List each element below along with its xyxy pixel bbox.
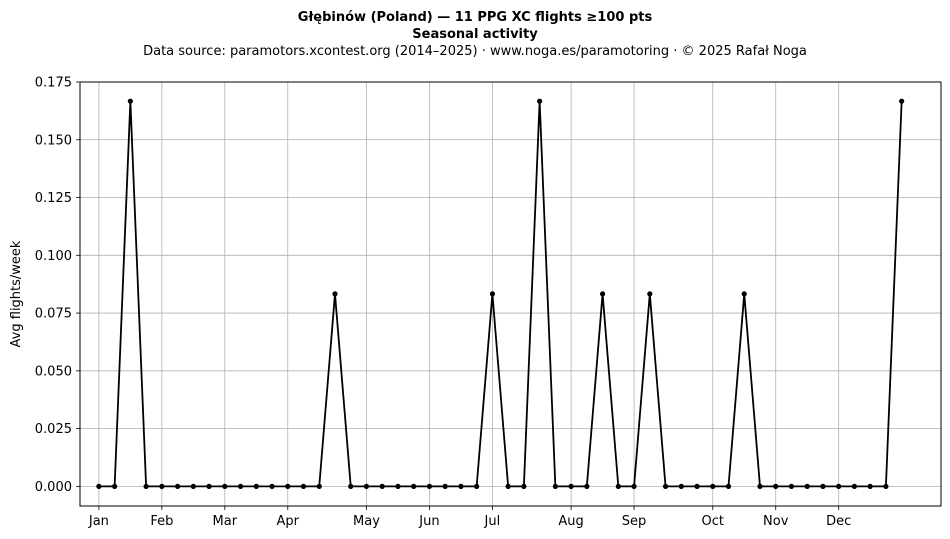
data-point xyxy=(773,483,779,489)
x-tick-label: Jan xyxy=(88,514,109,529)
y-tick-label: 0.125 xyxy=(35,191,72,206)
series-layer xyxy=(96,98,905,489)
chart-title-line2: Seasonal activity xyxy=(412,27,538,42)
data-point xyxy=(442,483,448,489)
y-tick-label: 0.000 xyxy=(35,480,72,495)
data-point xyxy=(552,483,558,489)
data-point xyxy=(599,291,606,297)
data-point xyxy=(757,483,763,489)
y-tick-label: 0.150 xyxy=(35,133,72,148)
data-point xyxy=(883,483,889,489)
data-point xyxy=(489,291,495,297)
data-point xyxy=(537,98,543,104)
data-point xyxy=(788,483,795,489)
data-point xyxy=(411,483,417,489)
data-point xyxy=(505,483,511,489)
data-point xyxy=(348,483,354,489)
y-axis-label: Avg flights/week xyxy=(9,240,24,347)
data-point xyxy=(96,483,102,489)
data-point xyxy=(631,483,637,489)
x-tick-label: Dec xyxy=(826,514,851,529)
chart-title: Głębinów (Poland) — 11 PPG XC flights ≥1… xyxy=(298,10,653,25)
data-point xyxy=(143,483,149,489)
x-tick-label: Feb xyxy=(150,514,173,529)
data-point xyxy=(851,483,858,489)
x-tick-label: Aug xyxy=(558,514,583,529)
x-tick-label: Jun xyxy=(418,514,439,529)
data-point xyxy=(899,98,905,104)
data-point xyxy=(222,483,228,489)
x-tick-label: May xyxy=(353,514,380,529)
x-tick-label: Sep xyxy=(622,514,647,529)
data-point xyxy=(395,483,401,489)
data-point xyxy=(316,483,322,489)
data-point xyxy=(458,483,464,489)
data-point xyxy=(694,483,700,489)
x-tick-label: Nov xyxy=(763,514,789,529)
x-tick-label: Jul xyxy=(484,514,501,529)
y-tick-label: 0.050 xyxy=(35,364,72,379)
data-point xyxy=(159,483,165,489)
data-point xyxy=(804,483,810,489)
x-tick-label: Oct xyxy=(702,514,724,529)
data-point xyxy=(647,291,653,297)
x-tick-label: Apr xyxy=(277,514,300,529)
data-point xyxy=(584,483,590,489)
data-point xyxy=(300,483,307,489)
data-point xyxy=(474,483,480,489)
data-point xyxy=(820,483,826,489)
data-point xyxy=(521,483,527,489)
data-point xyxy=(285,483,291,489)
plot-frame xyxy=(79,81,942,507)
data-point xyxy=(237,483,244,489)
chart-subtitle: Data source: paramotors.xcontest.org (20… xyxy=(143,44,807,59)
data-point xyxy=(127,98,133,104)
data-point xyxy=(190,483,196,489)
data-point xyxy=(615,483,621,489)
data-point xyxy=(363,483,370,489)
data-point xyxy=(867,483,873,489)
data-point xyxy=(174,483,181,489)
data-point xyxy=(678,483,684,489)
y-tick-label: 0.075 xyxy=(35,307,72,322)
data-point xyxy=(112,483,118,489)
data-point xyxy=(725,483,732,489)
x-tick-label: Mar xyxy=(213,514,238,529)
data-point xyxy=(662,483,669,489)
data-point xyxy=(269,483,275,489)
data-point xyxy=(253,483,259,489)
data-point xyxy=(836,483,842,489)
axis-layer: Jan Feb Mar Apr May Jun Jul Aug Sep Oct Nov Dec 0.00… xyxy=(35,76,851,530)
data-point xyxy=(568,483,574,489)
data-point xyxy=(710,483,716,489)
data-point xyxy=(206,483,212,489)
data-point xyxy=(741,291,747,297)
grid-layer xyxy=(80,81,941,506)
series-line xyxy=(98,100,903,488)
y-tick-label: 0.100 xyxy=(35,249,72,264)
y-tick-label: 0.175 xyxy=(35,76,72,91)
y-tick-label: 0.025 xyxy=(35,422,72,437)
data-point xyxy=(426,483,433,489)
data-point xyxy=(332,291,338,297)
data-point xyxy=(379,483,385,489)
